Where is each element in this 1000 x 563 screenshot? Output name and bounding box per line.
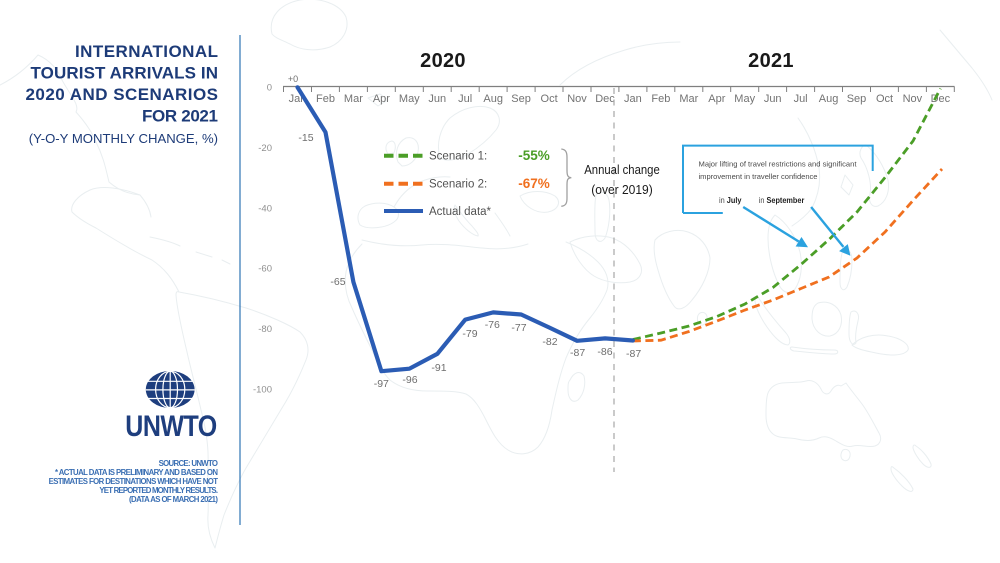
svg-text:Scenario 2:: Scenario 2: <box>429 179 487 191</box>
svg-text:(Y-O-Y MONTHLY CHANGE, %): (Y-O-Y MONTHLY CHANGE, %) <box>29 131 218 146</box>
svg-text:Sep: Sep <box>847 93 867 105</box>
svg-text:-91: -91 <box>431 362 446 374</box>
svg-text:-65: -65 <box>330 276 345 288</box>
svg-text:YET REPORTED MONTHLY RESULTS.: YET REPORTED MONTHLY RESULTS. <box>99 486 218 495</box>
svg-text:2020: 2020 <box>420 50 466 72</box>
svg-text:Actual data*: Actual data* <box>429 206 492 218</box>
svg-text:Oct: Oct <box>876 93 893 105</box>
svg-text:+0: +0 <box>288 74 298 84</box>
svg-text:UNWTO: UNWTO <box>125 409 217 443</box>
svg-text:Scenario 1:: Scenario 1: <box>429 151 487 163</box>
svg-text:May: May <box>734 93 755 105</box>
svg-text:-97: -97 <box>374 378 389 390</box>
svg-text:-55%: -55% <box>518 148 550 163</box>
svg-text:-87: -87 <box>570 347 585 359</box>
svg-text:Mar: Mar <box>679 93 698 105</box>
svg-text:Jan: Jan <box>624 93 642 105</box>
svg-text:-40: -40 <box>258 203 272 214</box>
svg-text:Feb: Feb <box>651 93 670 105</box>
svg-text:May: May <box>399 93 420 105</box>
svg-text:* ACTUAL DATA IS PRELIMINARY A: * ACTUAL DATA IS PRELIMINARY AND BASED O… <box>55 468 218 477</box>
svg-text:Dec: Dec <box>595 93 615 105</box>
svg-text:Nov: Nov <box>903 93 923 105</box>
svg-text:in July: in July <box>719 196 742 205</box>
svg-text:(over 2019): (over 2019) <box>591 183 653 197</box>
svg-text:Apr: Apr <box>708 93 725 105</box>
svg-text:Jun: Jun <box>428 93 446 105</box>
svg-text:Oct: Oct <box>541 93 558 105</box>
svg-text:Apr: Apr <box>373 93 390 105</box>
svg-text:-86: -86 <box>597 346 612 358</box>
svg-text:2020 AND SCENARIOS: 2020 AND SCENARIOS <box>26 85 219 104</box>
svg-text:Jul: Jul <box>794 93 808 105</box>
svg-text:Jun: Jun <box>764 93 782 105</box>
svg-text:-15: -15 <box>298 132 313 144</box>
svg-text:-60: -60 <box>258 264 272 275</box>
svg-text:in September: in September <box>759 196 805 205</box>
svg-text:INTERNATIONAL: INTERNATIONAL <box>75 42 218 61</box>
svg-text:-80: -80 <box>258 324 272 335</box>
svg-text:Jul: Jul <box>458 93 472 105</box>
svg-text:Annual change: Annual change <box>584 163 660 177</box>
svg-text:-100: -100 <box>253 384 272 395</box>
svg-text:-67%: -67% <box>518 176 550 191</box>
svg-text:-77: -77 <box>511 322 526 334</box>
svg-text:-76: -76 <box>485 319 500 331</box>
svg-text:FOR 2021: FOR 2021 <box>142 107 218 126</box>
svg-text:Nov: Nov <box>567 93 587 105</box>
svg-text:-82: -82 <box>542 336 557 348</box>
svg-text:(DATA AS OF MARCH 2021): (DATA AS OF MARCH 2021) <box>129 495 218 504</box>
svg-text:Mar: Mar <box>344 93 363 105</box>
svg-text:Feb: Feb <box>316 93 335 105</box>
svg-text:Major lifting of travel restri: Major lifting of travel restrictions and… <box>699 160 857 169</box>
svg-text:Sep: Sep <box>511 93 531 105</box>
svg-text:-79: -79 <box>462 328 477 340</box>
svg-text:ESTIMATES FOR DESTINATIONS WHI: ESTIMATES FOR DESTINATIONS WHICH HAVE NO… <box>49 477 219 486</box>
svg-text:-87: -87 <box>626 348 641 360</box>
svg-text:Aug: Aug <box>483 93 503 105</box>
svg-text:Aug: Aug <box>819 93 839 105</box>
svg-text:0: 0 <box>267 83 272 94</box>
svg-text:improvement in traveller confi: improvement in traveller confidence <box>699 172 818 181</box>
svg-text:-20: -20 <box>258 143 272 154</box>
svg-text:SOURCE: UNWTO: SOURCE: UNWTO <box>159 459 218 468</box>
svg-text:TOURIST ARRIVALS IN: TOURIST ARRIVALS IN <box>31 64 219 83</box>
svg-text:-96: -96 <box>402 374 417 386</box>
svg-text:2021: 2021 <box>748 50 794 72</box>
